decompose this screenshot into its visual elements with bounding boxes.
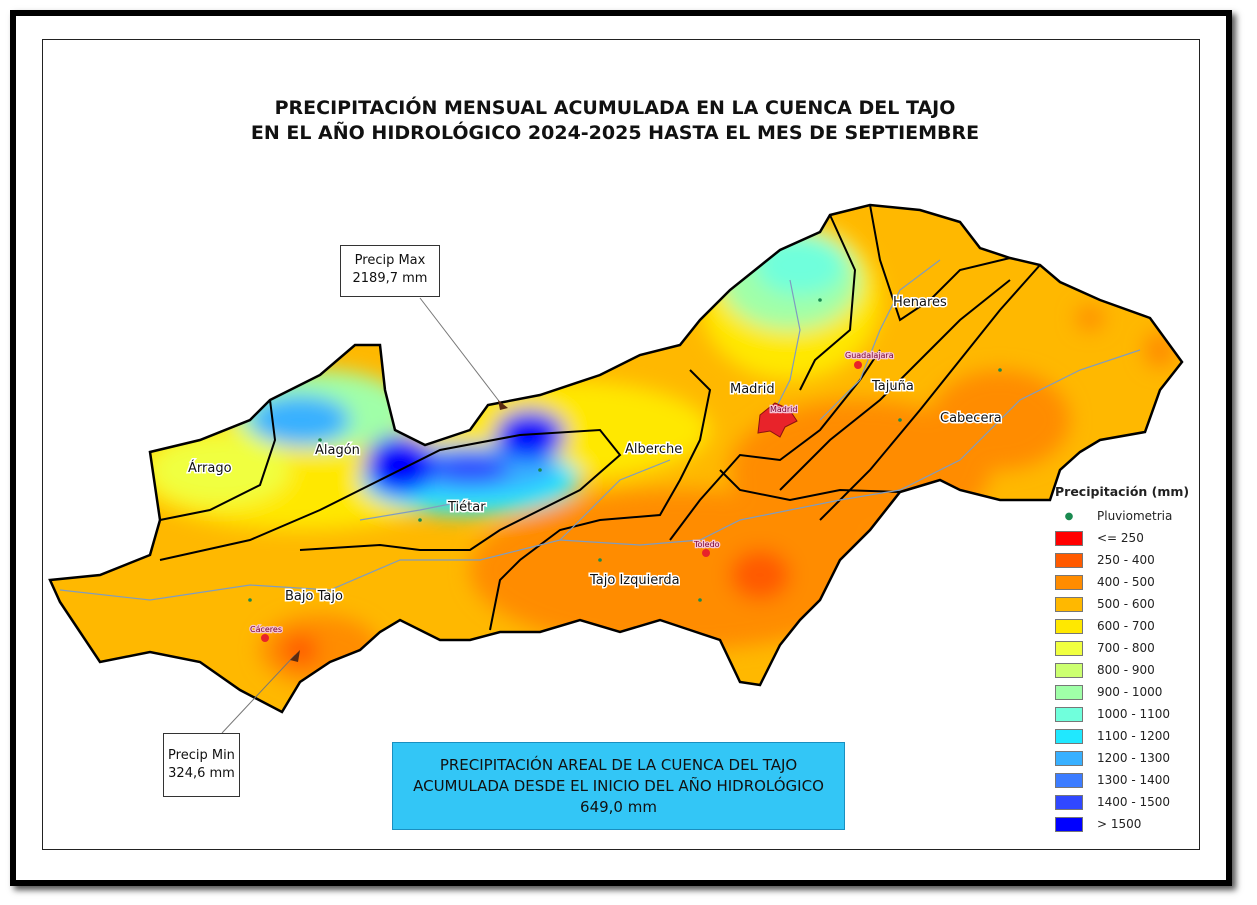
legend-swatch — [1055, 816, 1083, 832]
legend-item-label: 400 - 500 — [1097, 575, 1155, 589]
legend-swatch — [1055, 706, 1083, 722]
basin-outline — [48, 203, 1184, 714]
legend-item-label: 900 - 1000 — [1097, 685, 1163, 699]
legend-title: Precipitación (mm) — [1055, 484, 1190, 499]
subbasin-label-tajuna: Tajuña — [871, 379, 914, 394]
title-line-1: PRECIPITACIÓN MENSUAL ACUMULADA EN LA CU… — [274, 97, 956, 119]
city-label-caceres: Cáceres — [250, 625, 282, 634]
precipitation-surface — [50, 205, 1182, 712]
subbasin-label-alagon: Alagón — [315, 443, 360, 458]
precip-min-label: Precip Min — [168, 748, 235, 763]
legend-item: 400 - 500 — [1055, 571, 1195, 593]
precip-max-value: 2189,7 mm — [352, 271, 428, 286]
max-marker — [498, 400, 508, 410]
legend-item-label: 1300 - 1400 — [1097, 773, 1171, 787]
city-label-madrid: Madrid — [770, 405, 797, 414]
legend-swatch — [1055, 618, 1083, 634]
legend-item-label: 1100 - 1200 — [1097, 729, 1171, 743]
rain-gauge-icon: ● — [1064, 510, 1074, 522]
legend-item-label: > 1500 — [1097, 817, 1142, 831]
legend-item-label: 700 - 800 — [1097, 641, 1155, 655]
subbasin-label-henares: Henares — [893, 295, 947, 310]
legend-item: 700 - 800 — [1055, 637, 1195, 659]
subbasin-boundaries — [159, 204, 1041, 631]
city-label-toledo: Toledo — [693, 540, 720, 549]
legend-item: 1300 - 1400 — [1055, 769, 1195, 791]
precip-max-callout: Precip Max 2189,7 mm — [340, 245, 440, 297]
legend-item-label: 1200 - 1300 — [1097, 751, 1171, 765]
precip-min-value: 324,6 mm — [168, 766, 235, 781]
rain-gauges — [248, 298, 1002, 602]
legend-item-label: <= 250 — [1097, 531, 1144, 545]
subbasin-label-arrago: Árrago — [188, 460, 232, 476]
legend-item-label: 1000 - 1100 — [1097, 707, 1171, 721]
city-label-guadalajara: Guadalajara — [845, 351, 894, 360]
precip-min-callout: Precip Min 324,6 mm — [163, 733, 240, 797]
subbasin-label-tietar: Tiétar — [447, 500, 486, 515]
legend-item: > 1500 — [1055, 813, 1195, 835]
legend-item-label: 500 - 600 — [1097, 597, 1155, 611]
legend-item-label: 1400 - 1500 — [1097, 795, 1171, 809]
legend-item: 1200 - 1300 — [1055, 747, 1195, 769]
legend-station-label: Pluviometria — [1097, 509, 1173, 523]
legend-item-label: 800 - 900 — [1097, 663, 1155, 677]
legend-item-label: 250 - 400 — [1097, 553, 1155, 567]
legend-item: 1400 - 1500 — [1055, 791, 1195, 813]
legend-item: <= 250 — [1055, 527, 1195, 549]
legend-item: 1000 - 1100 — [1055, 703, 1195, 725]
subbasin-label-cabecera: Cabecera — [940, 411, 1002, 426]
legend-swatch — [1055, 728, 1083, 744]
legend-item: 1100 - 1200 — [1055, 725, 1195, 747]
max-leader-line — [419, 297, 503, 406]
subbasin-label-tajo-izquierda: Tajo Izquierda — [589, 573, 680, 588]
legend-item: 250 - 400 — [1055, 549, 1195, 571]
legend-swatch — [1055, 772, 1083, 788]
legend-item: 500 - 600 — [1055, 593, 1195, 615]
legend-swatch — [1055, 552, 1083, 568]
legend-swatch — [1055, 662, 1083, 678]
legend-station: ● Pluviometria — [1055, 505, 1195, 527]
legend-item: 900 - 1000 — [1055, 681, 1195, 703]
legend-swatch — [1055, 530, 1083, 546]
legend-swatch — [1055, 574, 1083, 590]
title-line-2: EN EL AÑO HIDROLÓGICO 2024-2025 HASTA EL… — [250, 122, 980, 144]
legend-item: 800 - 900 — [1055, 659, 1195, 681]
legend-swatch — [1055, 596, 1083, 612]
map-inner-border — [42, 39, 1200, 850]
subbasin-label-bajo-tajo: Bajo Tajo — [285, 589, 343, 604]
subbasin-label-madrid: Madrid — [730, 382, 775, 397]
legend-item-label: 600 - 700 — [1097, 619, 1155, 633]
city-markers — [261, 361, 862, 642]
legend-swatch — [1055, 794, 1083, 810]
legend-swatch — [1055, 750, 1083, 766]
areal-value: 649,0 mm — [580, 797, 657, 816]
min-leader-line — [221, 654, 296, 734]
legend-item: 600 - 700 — [1055, 615, 1195, 637]
rivers — [59, 259, 1141, 601]
map-title: PRECIPITACIÓN MENSUAL ACUMULADA EN LA CU… — [0, 96, 1230, 146]
areal-line-1: PRECIPITACIÓN AREAL DE LA CUENCA DEL TAJ… — [439, 755, 798, 774]
precip-max-label: Precip Max — [354, 253, 426, 268]
legend-swatch — [1055, 684, 1083, 700]
legend-swatch — [1055, 640, 1083, 656]
legend: Precipitación (mm) ● Pluviometria <= 250… — [1055, 484, 1195, 835]
areal-precipitation-box: PRECIPITACIÓN AREAL DE LA CUENCA DEL TAJ… — [392, 742, 845, 830]
areal-line-2: ACUMULADA DESDE EL INICIO DEL AÑO HIDROL… — [413, 776, 824, 795]
min-marker — [290, 650, 300, 662]
subbasin-label-alberche: Alberche — [625, 442, 682, 457]
